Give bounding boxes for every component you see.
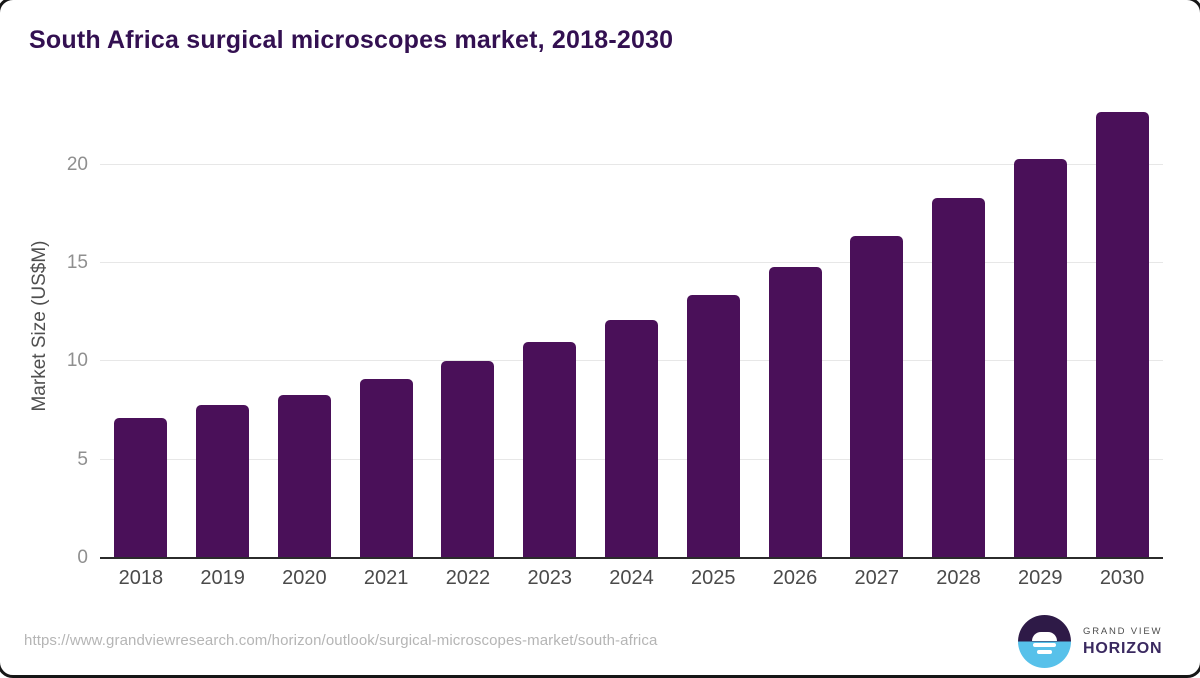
bar-2028[interactable] [932,198,986,558]
plot-area [100,100,1163,559]
horizon-sunrise-icon [1018,615,1071,668]
source-url: https://www.grandviewresearch.com/horizo… [24,632,658,649]
x-axis-label-2023: 2023 [527,567,572,589]
x-axis-labels: 2018 2019 2020 2021 2022 2023 2024 2025 2026 2027… [100,567,1163,590]
x-axis-label-2022: 2022 [445,567,491,589]
x-axis-label-2030: 2030 [1099,567,1145,589]
y-tick-label-20: 20 [66,153,88,175]
x-axis-label-2018: 2018 [118,567,164,589]
horizon-reflection-line [1032,643,1057,648]
bar-series [100,100,1163,558]
bar-2022[interactable] [441,361,495,558]
grand-view-horizon-logo[interactable]: GRAND VIEW HORIZON [1018,615,1162,668]
y-tick-label-5: 5 [77,448,88,470]
chart-title: South Africa surgical microscopes market… [29,26,674,54]
x-axis-label-2024: 2024 [609,567,654,589]
bar-2026[interactable] [768,267,822,558]
y-tick-label-15: 15 [66,252,88,274]
x-axis-label-2027: 2027 [854,567,900,589]
bar-2019[interactable] [196,404,250,558]
brand-name-top: GRAND VIEW [1083,625,1163,637]
x-axis-label-2028: 2028 [936,567,981,589]
bar-2024[interactable] [604,320,658,558]
bar-2030[interactable] [1095,111,1149,558]
bar-2027[interactable] [850,235,904,558]
x-axis-label-2020: 2020 [282,567,327,589]
gridline-15 [100,262,1163,264]
y-tick-label-0: 0 [77,547,88,568]
brand-name-bottom: HORIZON [1083,639,1163,657]
x-axis-label-2019: 2019 [200,567,245,589]
bar-2021[interactable] [359,379,413,558]
x-axis-line [100,557,1163,559]
y-tick-label-10: 10 [66,350,88,372]
x-axis-label-2021: 2021 [363,567,409,589]
bar-2020[interactable] [277,394,331,558]
bar-2029[interactable] [1013,158,1067,558]
bar-2023[interactable] [523,341,577,558]
logo-wordmark: GRAND VIEW HORIZON [1083,626,1162,658]
horizon-reflection-line [1037,649,1052,655]
x-axis-label-2025: 2025 [690,567,736,589]
y-axis-ticks: 0 5 10 15 20 [44,100,88,567]
x-axis-label-2029: 2029 [1018,567,1063,589]
bar-2025[interactable] [686,294,740,558]
x-axis-label-2026: 2026 [772,567,818,589]
bar-2018[interactable] [114,418,168,558]
sun-arch-shape [1032,631,1057,642]
gridline-20 [100,163,1163,165]
